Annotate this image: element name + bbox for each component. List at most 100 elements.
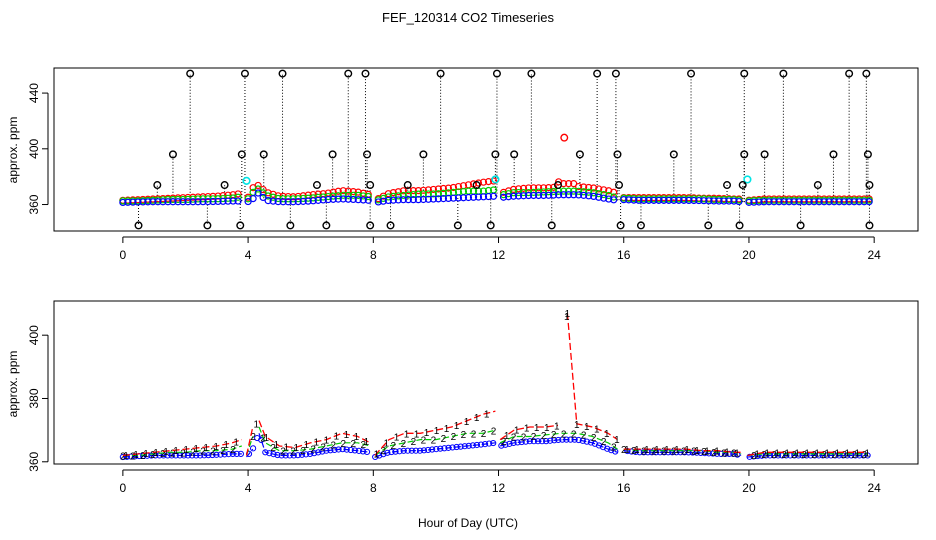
black-spike-point — [813, 181, 822, 190]
series-3-point — [282, 452, 289, 459]
blue-point — [454, 194, 463, 202]
blue-point — [820, 198, 828, 206]
series-3-point — [514, 439, 521, 446]
red-point — [479, 178, 488, 186]
series-1-marker: 1 — [263, 433, 269, 444]
blue-point — [840, 198, 848, 206]
series-3-point — [205, 452, 212, 459]
green-point — [560, 187, 568, 195]
black-spike-point — [472, 181, 481, 190]
series-1-marker: 1 — [233, 438, 239, 449]
blue-point — [539, 191, 548, 200]
series-2-marker: 2 — [781, 450, 787, 461]
series-3-point — [526, 438, 533, 445]
series-3-point — [184, 452, 192, 459]
series-3-point — [217, 451, 224, 458]
series-1-marker: 1 — [314, 438, 320, 449]
series-3-point — [319, 448, 326, 455]
series-2-marker: 2 — [671, 447, 677, 458]
series-1-marker: 1 — [674, 445, 680, 456]
red-point — [264, 189, 272, 197]
series-2-marker: 2 — [811, 450, 817, 461]
black-spike-point — [863, 150, 872, 159]
series-3-point — [343, 446, 350, 453]
series-1-marker: 1 — [764, 448, 770, 459]
top-x-tick-label: 8 — [370, 248, 377, 262]
blue-point — [590, 192, 598, 200]
series-1-marker: 1 — [514, 426, 520, 437]
black-spike-point — [344, 69, 353, 78]
series-1-marker: 1 — [564, 312, 570, 323]
blue-point — [514, 192, 523, 200]
blue-point — [254, 189, 262, 197]
blue-point — [174, 198, 182, 206]
black-spike-point — [203, 221, 212, 230]
black-spike-point — [153, 181, 162, 190]
black-spike-point — [796, 221, 805, 230]
series-3-point — [119, 453, 126, 461]
green-point — [359, 192, 367, 200]
series-3-point — [266, 450, 273, 457]
black-spike-point — [236, 221, 245, 230]
red-point — [519, 184, 528, 192]
series-3-point — [449, 444, 456, 451]
series-3-point — [587, 439, 594, 446]
blue-point — [730, 197, 738, 205]
blue-point — [234, 197, 242, 205]
green-point — [580, 188, 588, 196]
series-2-marker: 2 — [230, 445, 236, 456]
blue-point — [134, 198, 142, 206]
green-point — [509, 189, 518, 197]
blue-point — [519, 192, 528, 200]
series-2-marker: 2 — [270, 443, 276, 454]
blue-point — [630, 196, 638, 204]
series-2-line — [747, 453, 868, 457]
blue-point — [249, 195, 257, 203]
series-1-line — [566, 312, 618, 441]
series-1-marker: 1 — [203, 443, 209, 454]
blue-point — [529, 191, 538, 200]
green-point — [244, 195, 252, 203]
series-1-marker: 1 — [544, 423, 550, 434]
green-point — [394, 192, 402, 200]
blue-point — [314, 196, 322, 204]
blue-point — [189, 198, 197, 206]
series-2-marker: 2 — [721, 448, 727, 459]
series-3-point — [612, 448, 619, 455]
series-3-point — [323, 447, 330, 454]
series-1-marker: 1 — [634, 445, 640, 456]
blue-point — [429, 195, 438, 203]
series-2-marker: 2 — [330, 441, 336, 452]
bottom-panel: 2 2 2 2 2 2 2 2 2 2 2 22 22 2 2 2 2 2 2 2 2 22 2 2 2 2 2 2 2 2 2 2 22 2 2 2… — [6, 300, 919, 495]
series-3-point — [608, 447, 615, 454]
blue-point — [690, 196, 698, 205]
red-outlier-point — [560, 133, 569, 142]
blue-point — [810, 198, 818, 206]
series-3-point — [193, 452, 200, 459]
series-3-point — [408, 447, 415, 454]
series-3-point — [473, 441, 481, 449]
series-1-line — [374, 410, 496, 456]
series-1-marker: 1 — [834, 448, 840, 459]
series-1-marker: 1 — [213, 442, 219, 453]
blue-point — [610, 196, 618, 204]
series-3-point — [530, 438, 537, 445]
blue-point — [419, 195, 427, 204]
blue-point — [204, 198, 212, 206]
series-1-marker: 1 — [644, 445, 650, 456]
black-spike-point — [366, 221, 375, 230]
blue-point — [680, 196, 688, 204]
series-3-point — [563, 436, 570, 443]
series-3-point — [522, 438, 529, 445]
series-2-marker: 2 — [691, 447, 697, 458]
black-spike-point — [547, 221, 556, 230]
top-panel: 0 4 8 12 16 20 24 360 400 440 approx. ppm — [6, 67, 919, 262]
blue-point — [855, 198, 863, 206]
blue-point — [600, 194, 608, 202]
green-point — [374, 196, 382, 204]
series-3-point — [355, 447, 363, 454]
series-3-point — [571, 436, 578, 443]
series-3-point — [298, 451, 306, 458]
red-point — [575, 182, 583, 191]
series-2-marker: 2 — [130, 451, 136, 462]
